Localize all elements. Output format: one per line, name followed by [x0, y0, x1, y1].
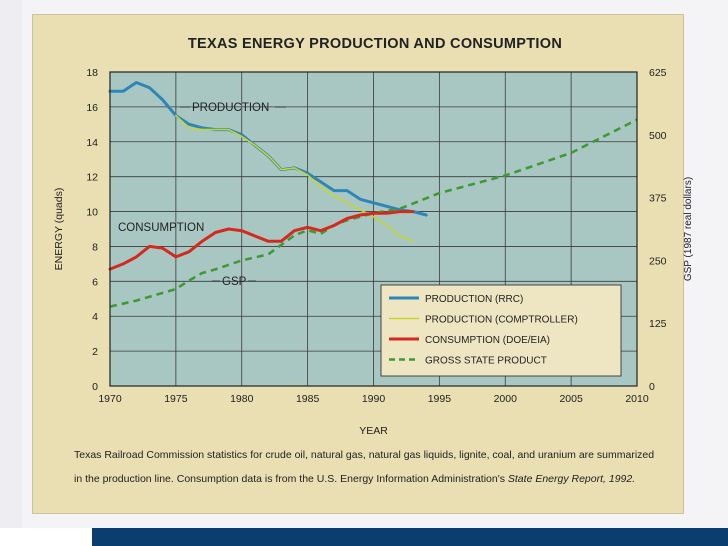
annotation-consumption: CONSUMPTION: [118, 222, 204, 234]
x-tick-label: 1970: [98, 393, 122, 405]
legend-label: CONSUMPTION (DOE/EIA): [425, 335, 550, 346]
y2-tick-label: 500: [649, 130, 667, 142]
y2-tick-label: 0: [649, 381, 655, 393]
y-tick-label: 6: [92, 276, 98, 288]
x-tick-label: 1995: [428, 393, 452, 405]
y2-tick-label: 625: [649, 67, 667, 79]
caption-text: in the production line. Consumption data…: [74, 473, 508, 485]
y-tick-label: 18: [86, 67, 98, 79]
annotation-gsp: GSP: [222, 276, 247, 288]
chart-title: TEXAS ENERGY PRODUCTION AND CONSUMPTION: [187, 36, 563, 52]
series-line: [175, 114, 414, 242]
caption-source-title: State Energy Report, 1992.: [507, 473, 636, 485]
y-tick-label: 8: [92, 241, 98, 253]
x-tick-label: 2005: [559, 393, 583, 405]
x-tick-label: 2010: [625, 393, 649, 405]
x-tick-label: 1990: [362, 393, 386, 405]
annotations: PRODUCTION CONSUMPTION GSP: [118, 102, 286, 288]
annotation-production: PRODUCTION: [192, 102, 269, 114]
legend-label: PRODUCTION (RRC): [425, 294, 523, 305]
tick-labels: 1970 1975 1980 1985 1990 1995 2000 2005 20100246…: [53, 67, 694, 437]
x-tick-label: 2000: [494, 393, 518, 405]
x-tick-label: 1975: [164, 393, 188, 405]
figure-caption-line-1: Texas Railroad Commission statistics for…: [74, 449, 655, 461]
y2-tick-label: 250: [649, 255, 667, 267]
y-tick-label: 12: [86, 172, 98, 184]
plot-border: [109, 71, 638, 387]
bottom-accent-bar: [92, 528, 728, 546]
legend-label: PRODUCTION (COMPTROLLER): [425, 315, 578, 326]
y2-tick-label: 125: [649, 318, 667, 330]
axes: [109, 71, 638, 387]
y2-tick-label: 375: [649, 193, 667, 205]
figure-caption-line-2: in the production line. Consumption data…: [74, 473, 684, 485]
series-line: [109, 118, 638, 308]
y-tick-label: 0: [92, 381, 98, 393]
legend: PRODUCTION (RRC) PRODUCTION (COMPTROLLER)…: [380, 284, 622, 377]
x-axis-label: YEAR: [359, 425, 388, 437]
bottom-left-tab: [0, 528, 92, 546]
y-axis-label: ENERGY (quads): [53, 188, 65, 271]
y-tick-label: 10: [86, 207, 98, 219]
series-layer: [108, 81, 638, 308]
y-tick-label: 2: [92, 346, 98, 358]
legend-label: GROSS STATE PRODUCT: [425, 356, 547, 367]
y-tick-label: 14: [86, 137, 98, 149]
x-tick-label: 1985: [296, 393, 320, 405]
left-margin-strip: [0, 0, 22, 530]
y2-axis-label: GSP (1987 real dollars): [683, 177, 694, 281]
x-tick-label: 1980: [230, 393, 254, 405]
y-tick-label: 4: [92, 311, 98, 323]
legend-box: [380, 284, 622, 377]
y-tick-label: 16: [86, 102, 98, 114]
series-line: [108, 210, 415, 271]
